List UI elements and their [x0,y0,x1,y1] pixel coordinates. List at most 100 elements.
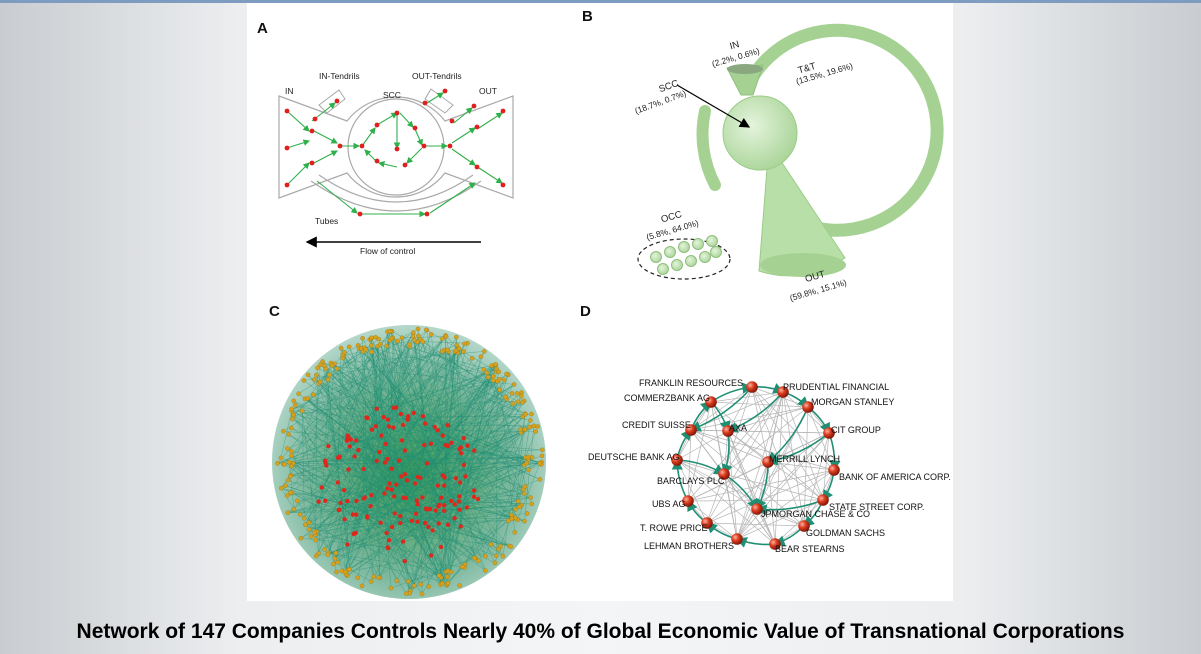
network-edge [410,445,449,591]
peripheral-node [494,366,499,371]
network-edge [331,365,446,446]
network-edge [430,398,508,556]
network-edge [441,374,509,584]
network-edge [389,483,441,585]
peripheral-node [342,350,347,355]
network-edge [386,532,492,545]
network-edge [363,351,526,414]
network-edge [345,435,443,573]
peripheral-node [389,336,395,341]
network-edge [485,431,536,557]
peripheral-node [384,343,389,349]
core-node [361,466,366,472]
peripheral-node [522,427,528,432]
network-edge [293,463,381,523]
network-edge [420,392,522,479]
network-edge [420,339,507,400]
network-edge [291,331,393,456]
network-edge [291,408,428,510]
network-edge [458,493,525,502]
peripheral-node [313,537,318,543]
network-edge [325,368,350,570]
network-edge [324,460,492,545]
grey-link [676,430,729,461]
network-edge [357,345,513,404]
peripheral-node [423,327,429,333]
grey-link [736,499,824,540]
network-edge [354,342,468,457]
company-label: LEHMAN BROTHERS [644,541,734,551]
core-node [463,474,468,479]
network-edge [325,462,525,522]
peripheral-node [376,336,381,342]
network-edge [439,501,519,506]
network-edge [371,345,460,510]
network-edge [364,497,375,577]
network-edge [292,418,393,490]
network-edge [289,440,403,463]
network-edge [345,514,357,573]
peripheral-node [332,556,338,561]
out-tendril-shape [424,88,454,114]
core-node [389,487,395,492]
network-edge [454,504,504,557]
panel-a-label: A [257,20,268,37]
network-edge [370,351,449,507]
network-edge [409,346,505,381]
core-node [348,437,353,442]
network-edge [456,344,522,506]
core-node [382,460,388,465]
network-edge [334,348,460,559]
core-node [430,528,435,533]
peripheral-node [525,454,531,460]
core-node [352,454,357,459]
network-edge [454,395,522,519]
peripheral-node [522,491,527,496]
network-edge [346,498,365,576]
network-edge [424,444,542,463]
peripheral-node [493,362,498,367]
network-edge [376,460,525,494]
core-node [374,406,379,411]
network-edge [459,374,508,483]
network-edge [435,510,447,572]
tube-outer [310,180,482,212]
network-edge [380,344,421,478]
grey-link [687,429,692,502]
peripheral-node [322,547,327,552]
company-label: STATE STREET CORP. [829,502,924,512]
network-edge [315,534,432,556]
grey-link [767,461,835,471]
network-edge [384,364,496,463]
network-edge [316,516,368,532]
peripheral-node [531,423,537,429]
network-edge [353,351,456,535]
core-node [319,485,324,490]
panel-c-label: C [269,303,280,320]
peripheral-node [512,530,517,535]
grey-link [727,430,824,501]
network-edge [369,339,388,548]
company-node [731,533,743,545]
tube-ring [696,105,721,191]
network-edge [339,379,500,511]
network-edge [293,400,428,464]
network-edge [386,368,497,534]
peripheral-node [518,427,523,432]
peripheral-node [498,543,503,549]
peripheral-node [523,412,528,417]
network-edge [300,435,443,539]
core-node [377,449,382,455]
network-edge [302,410,400,461]
network-edge [413,412,541,464]
network-edge [290,465,327,476]
core-node [442,508,447,513]
network-edge [384,429,526,463]
company-node [718,468,730,480]
network-edge [400,476,448,577]
peripheral-node [445,568,451,574]
peripheral-node [368,579,374,584]
core-node [391,494,397,499]
network-edge [367,349,445,419]
company-label: AXA [729,423,747,433]
